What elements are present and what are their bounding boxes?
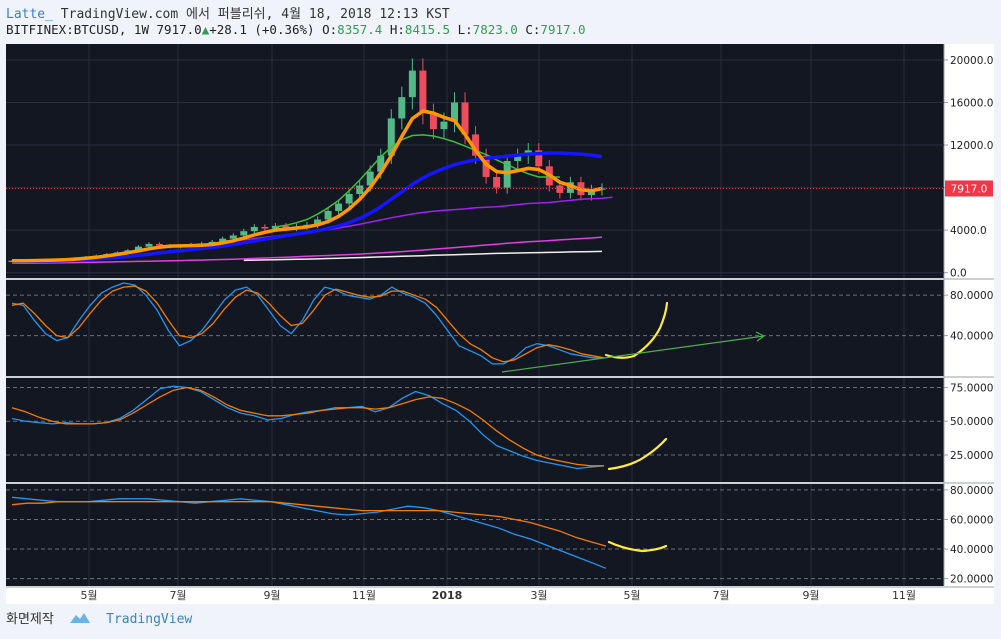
candle-body bbox=[314, 219, 322, 225]
last-price-label: 7917.0 bbox=[951, 183, 988, 195]
candle-body bbox=[145, 243, 153, 247]
x-axis-tick-label: 2018 bbox=[432, 589, 463, 602]
symbol-label: BITFINEX:BTCUSD, 1W bbox=[6, 22, 149, 37]
y-axis-tick-label: 40.0000 bbox=[950, 331, 993, 343]
moving-average-line bbox=[11, 151, 603, 264]
candle-body bbox=[240, 231, 248, 236]
candle-body bbox=[566, 182, 574, 193]
y-axis-tick-label: 12000.0 bbox=[950, 140, 993, 152]
y-axis-tick-label: 75.0000 bbox=[950, 382, 993, 394]
oscillator-line bbox=[11, 496, 607, 569]
candle-body bbox=[493, 176, 501, 188]
candle-body bbox=[461, 102, 469, 135]
title-line: Latte_ TradingView.com 에서 퍼블리쉬, 4월 18, 2… bbox=[6, 3, 450, 22]
footer-caption: 화면제작 bbox=[6, 612, 54, 627]
candle-body bbox=[429, 113, 437, 130]
x-axis-tick-label: 9월 bbox=[263, 589, 280, 602]
candle-body bbox=[208, 241, 216, 244]
annotation-green-arrow-head bbox=[755, 331, 765, 342]
y-axis-tick-label: 40.0000 bbox=[950, 544, 993, 556]
tradingview-cloud-icon[interactable] bbox=[68, 610, 92, 630]
moving-average-line bbox=[275, 134, 560, 228]
last-price: 7917.0 bbox=[156, 22, 202, 37]
candle-body bbox=[472, 134, 480, 156]
x-axis-tick-label: 11월 bbox=[892, 589, 916, 602]
candle-body bbox=[229, 235, 237, 239]
x-axis-tick-label: 11월 bbox=[352, 589, 376, 602]
footer-brand[interactable]: TradingView bbox=[106, 612, 193, 627]
ohlc-line: BITFINEX:BTCUSD, 1W 7917.0▲+28.1 (+0.36%… bbox=[6, 22, 586, 40]
last-price-label-bg bbox=[945, 180, 993, 197]
low-label: L: bbox=[457, 22, 473, 37]
pane-4-background bbox=[6, 484, 944, 586]
x-axis-tick-label: 7월 bbox=[169, 589, 186, 602]
oscillator-line bbox=[11, 386, 604, 467]
oscillator-line bbox=[11, 501, 607, 547]
candle-body bbox=[335, 203, 343, 211]
candle-body bbox=[556, 185, 564, 193]
high-label: H: bbox=[389, 22, 405, 37]
annotation-yellow-curve-1 bbox=[604, 301, 669, 359]
y-axis-tick-label: 4000.0 bbox=[950, 225, 987, 237]
candle-body bbox=[134, 246, 142, 251]
annotation-yellow-curve-3 bbox=[607, 540, 668, 553]
candle-body bbox=[366, 171, 374, 186]
published-text: TradingView.com 에서 퍼블리쉬, 4월 18, 2018 12:… bbox=[60, 7, 450, 22]
x-axis-tick-label: 9월 bbox=[802, 589, 819, 602]
pane-3-background bbox=[6, 378, 944, 482]
close-label: C: bbox=[525, 22, 541, 37]
x-axis-bg bbox=[6, 586, 994, 604]
y-axis-tick-label: 50.0000 bbox=[950, 416, 993, 428]
y-axis-tick-label: 80.0000 bbox=[950, 290, 993, 302]
price-change: +28.1 (+0.36%) bbox=[209, 22, 315, 37]
candle-body bbox=[451, 102, 458, 122]
author-link[interactable]: Latte_ bbox=[6, 7, 53, 22]
candle-body bbox=[250, 226, 258, 232]
y-axis-tick-label: 20.0000 bbox=[950, 574, 993, 586]
y-axis-tick-label: 20000.0 bbox=[950, 55, 993, 67]
footer: 화면제작 TradingView bbox=[6, 608, 192, 634]
x-axis-tick-label: 3월 bbox=[530, 589, 547, 602]
open-label: O: bbox=[322, 22, 338, 37]
pane-2-background bbox=[6, 280, 944, 376]
up-arrow-icon: ▲ bbox=[201, 22, 210, 37]
oscillator-line bbox=[11, 285, 605, 363]
x-axis-tick-label: 5월 bbox=[623, 589, 640, 602]
chart-frame[interactable]: 5월 7월 9월 11월 2018 3월 5월 7월 9월 11월 20000.0 16000.0 12… bbox=[6, 44, 994, 604]
candle-body bbox=[219, 238, 227, 242]
y-axis-tick-label: 0.0 bbox=[950, 268, 967, 280]
y-axis-tick-label: 60.0000 bbox=[950, 514, 993, 526]
candle-body bbox=[419, 70, 427, 114]
y-axis-tick-label: 16000.0 bbox=[950, 98, 993, 110]
candle-body bbox=[535, 150, 543, 167]
open-value: 8357.4 bbox=[337, 22, 383, 37]
candle-body bbox=[398, 97, 406, 119]
x-axis-tick-label: 5월 bbox=[80, 589, 97, 602]
close-value: 7917.0 bbox=[540, 22, 586, 37]
candle-body bbox=[345, 193, 353, 204]
candle-body bbox=[282, 225, 290, 229]
low-value: 7823.0 bbox=[472, 22, 518, 37]
candle-body bbox=[377, 155, 385, 172]
candle-body bbox=[408, 70, 416, 98]
annotation-yellow-curve-2 bbox=[607, 437, 668, 471]
candle-body bbox=[356, 185, 364, 194]
candle-body bbox=[514, 155, 522, 161]
candle-body bbox=[324, 210, 332, 220]
x-axis-tick-label: 7월 bbox=[712, 589, 729, 602]
candle-body bbox=[261, 226, 269, 229]
candle-body bbox=[271, 225, 279, 229]
oscillator-line bbox=[11, 282, 604, 365]
candle-body bbox=[440, 121, 448, 130]
annotation-green-arrow-line bbox=[501, 335, 765, 373]
y-axis-tick-label: 80.0000 bbox=[950, 485, 993, 497]
moving-average-line bbox=[243, 250, 603, 262]
chart-svg[interactable]: 5월 7월 9월 11월 2018 3월 5월 7월 9월 11월 20000.0 16000.0 12… bbox=[6, 44, 994, 604]
candle-body bbox=[156, 243, 163, 246]
candle-body bbox=[387, 118, 395, 156]
moving-average-line bbox=[11, 109, 603, 263]
moving-average-line bbox=[11, 236, 603, 265]
y-axis-tick-label: 25.0000 bbox=[950, 450, 993, 462]
high-value: 8415.5 bbox=[404, 22, 451, 37]
